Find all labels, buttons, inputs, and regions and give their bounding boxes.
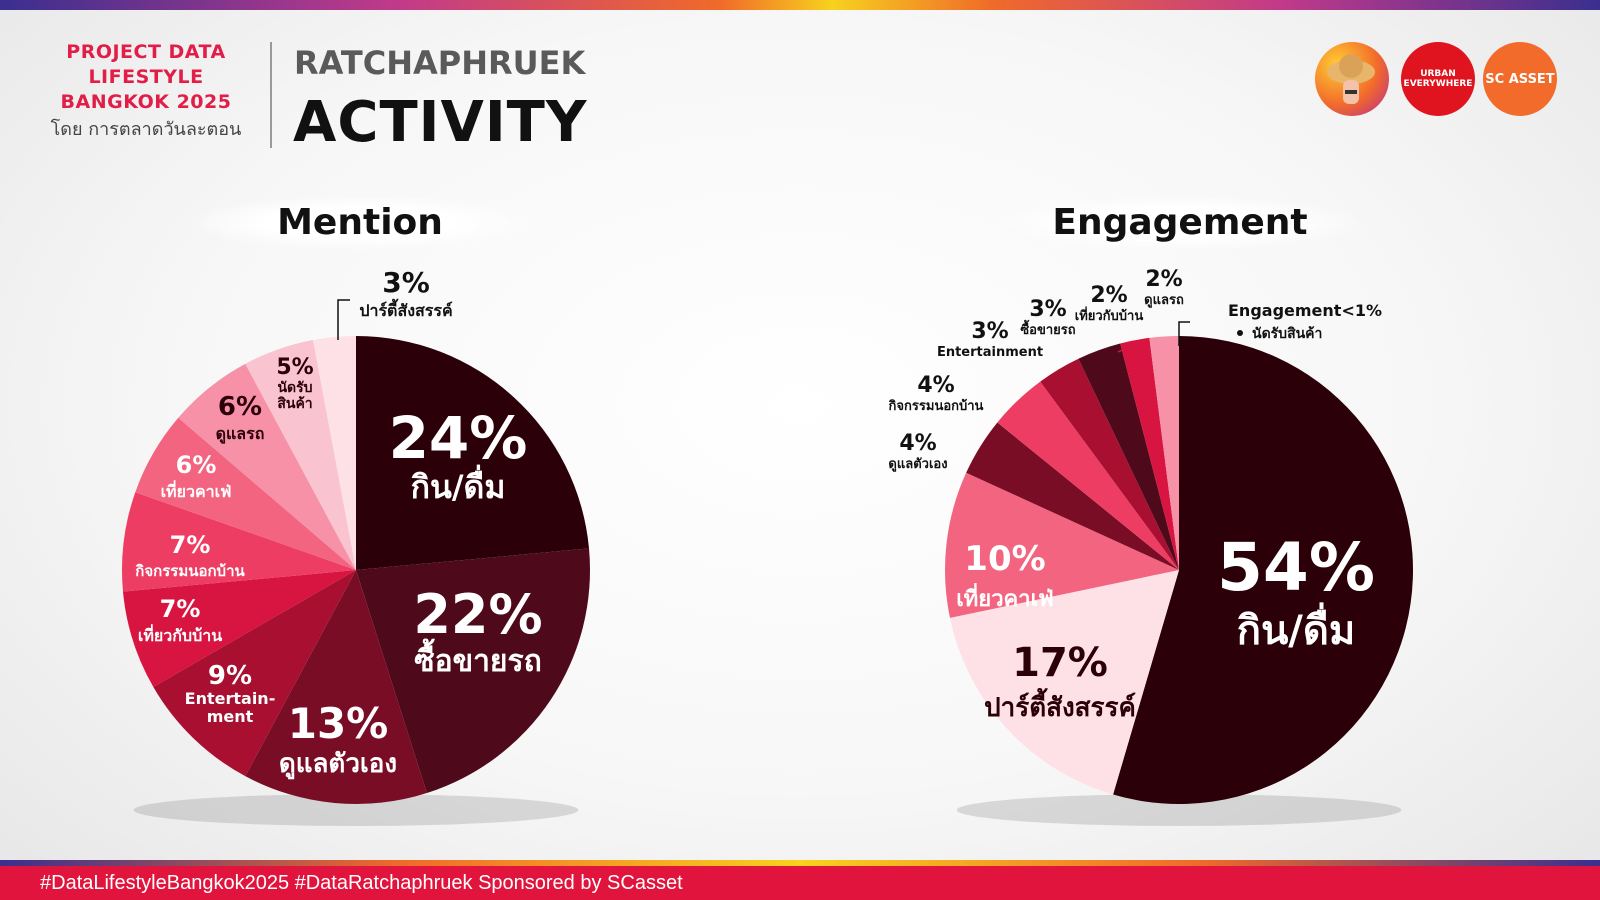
brand-line-2: LIFESTYLE (88, 66, 204, 88)
mention-slice-label: กิจกรรมนอกบ้าน (135, 562, 245, 580)
mention-slice-label: Entertain- (185, 689, 276, 708)
mention-slice-label: ปาร์ตี้สังสรรค์ (359, 298, 452, 320)
mention-chart-title: Mention (190, 196, 530, 250)
engagement-note: Engagement<1% (1228, 301, 1382, 320)
mention-slice-value: 7% (170, 531, 211, 559)
mention-slice (121, 492, 356, 592)
engagement-slice-value: 2% (1090, 283, 1127, 308)
mention-slice (245, 339, 356, 570)
mention-slice (178, 363, 356, 570)
mention-slice-label: ดูแลตัวเอง (279, 749, 397, 780)
mention-callout-line (337, 299, 350, 340)
engagement-note-item: นัดรับสินค้า (1252, 326, 1322, 342)
area-title: RATCHAPHRUEK (294, 44, 586, 82)
engagement-slice (1078, 343, 1179, 570)
engagement-slice-value: 17% (1012, 640, 1108, 686)
mention-slice-value: 13% (288, 699, 389, 748)
engagement-slice-label: ปาร์ตี้สังสรรค์ (984, 687, 1136, 723)
mention-slice (356, 548, 590, 793)
engagement-slice-label: กิจกรรมนอกบ้าน (888, 398, 983, 414)
engagement-slice-label: กิน/ดื่ม (1237, 602, 1356, 654)
engagement-slice-label: ซื้อขายรถ (1020, 319, 1075, 338)
urban-everywhere-logo: URBAN EVERYWHERE (1401, 42, 1475, 116)
engagement-slice (1149, 336, 1179, 570)
brand-line-1: PROJECT DATA (66, 41, 226, 63)
engagement-pie: 54%กิน/ดื่ม 17%ปาร์ตี้สังสรรค์ 10%เที่ยวคา… (888, 267, 1414, 826)
engagement-slice-value: 10% (964, 539, 1045, 579)
mention-slice-label: เที่ยวคาเฟ่ (161, 480, 232, 501)
footer-gradient-bar (0, 860, 1600, 866)
engagement-callout-line (1117, 343, 1136, 353)
engagement-slice-label: เที่ยวกับบ้าน (1075, 306, 1144, 324)
engagement-slice (945, 472, 1179, 618)
header-divider (270, 42, 272, 148)
engagement-slice-label: เที่ยวคาเฟ่ (956, 582, 1053, 612)
mention-slice-label: ซื้อขายรถ (414, 638, 542, 679)
engagement-slice-label: Entertainment (937, 345, 1043, 360)
engagement-slice-value: 3% (971, 319, 1008, 344)
engagement-slice-value: 4% (899, 431, 936, 456)
mention-slice-value: 22% (413, 583, 542, 646)
engagement-slice-value: 54% (1217, 529, 1375, 606)
brand-block: PROJECT DATA LIFESTYLE BANGKOK 2025 โดย … (36, 40, 256, 142)
engagement-slice (1120, 337, 1179, 570)
engagement-slice-value: 2% (1145, 267, 1182, 292)
engagement-chart-title: Engagement (1000, 196, 1360, 250)
engagement-callout-line (1011, 403, 1021, 425)
engagement-callout-line (1087, 353, 1101, 365)
engagement-slice-label: ดูแลรถ (1144, 293, 1184, 308)
engagement-slice (966, 422, 1179, 570)
engagement-slice-value: 4% (917, 373, 954, 398)
top-gradient-bar (0, 0, 1600, 10)
mention-slice-label: ดูแลรถ (216, 424, 265, 445)
bullet-icon (1237, 330, 1243, 336)
engagement-slice (1040, 358, 1179, 570)
mention-slice-value: 24% (389, 404, 528, 472)
engagement-slice-value: 3% (1029, 297, 1066, 322)
engagement-slice (997, 381, 1179, 570)
engagement-pie-shadow (956, 794, 1402, 826)
mention-slice-label: กิน/ดื่ม (411, 464, 506, 506)
mention-slice-value: 6% (176, 451, 217, 479)
mention-slice-value: 5% (276, 355, 313, 380)
mention-slice (153, 570, 356, 777)
mention-slice-value: 3% (382, 266, 430, 299)
brand-by-line: โดย การตลาดวันละตอน (50, 119, 242, 140)
mention-slice (356, 336, 590, 570)
engagement-slice-label: ดูแลตัวเอง (888, 457, 947, 472)
mention-slice-value: 6% (218, 392, 262, 422)
engagement-callout-line (1052, 372, 1062, 383)
mention-slice-value: 9% (208, 661, 252, 691)
mention-slice (245, 570, 427, 804)
engagement-note-line (1178, 321, 1190, 346)
engagement-callout-line (981, 448, 985, 467)
mention-slice-label: นัดรับ (277, 380, 312, 396)
engagement-slice (949, 570, 1179, 795)
sc-asset-logo: SC ASSET (1483, 42, 1557, 116)
page-title: ACTIVITY (293, 90, 588, 155)
mention-slice-label: ment (207, 707, 254, 726)
mascot-logo-icon (1315, 42, 1389, 116)
mention-slice-label: สินค้า (277, 396, 313, 412)
mention-slice (135, 417, 356, 570)
engagement-callout-line (1163, 340, 1169, 347)
engagement-slice (1113, 336, 1414, 804)
footer-hashtags: #DataLifestyleBangkok2025 #DataRatchaphr… (0, 866, 1600, 900)
brand-line-3: BANGKOK 2025 (60, 91, 232, 113)
mention-pie: 24%กิน/ดื่ม 22%ซื้อขายรถ 13%ดูแลตัวเอง 9%En… (121, 266, 590, 826)
mention-slice-label: เที่ยวกับบ้าน (138, 624, 222, 645)
mention-slice (122, 570, 356, 687)
mention-slice (313, 336, 356, 570)
mention-slice-value: 7% (160, 595, 201, 623)
mention-pie-shadow (133, 794, 579, 826)
